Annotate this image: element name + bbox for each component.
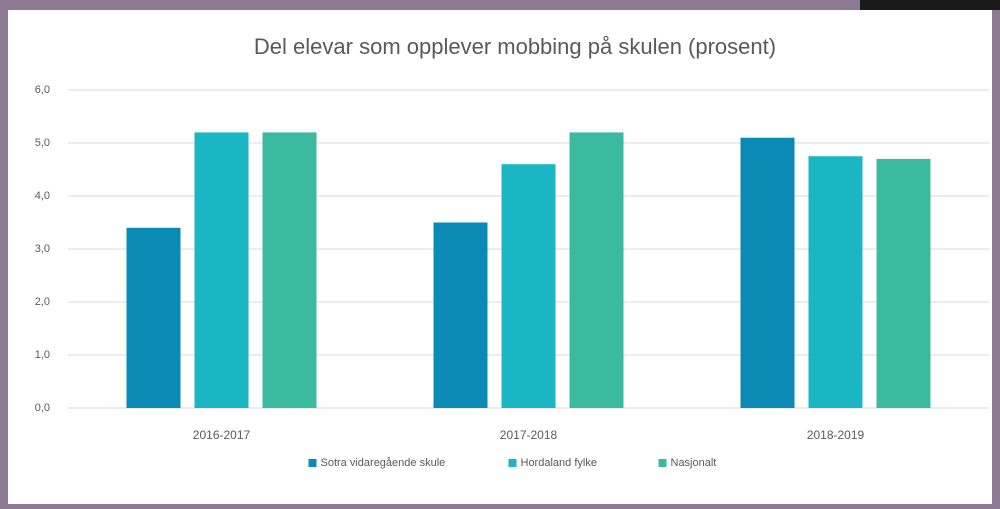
legend-label: Hordaland fylke [521, 457, 597, 469]
y-tick-label: 0,0 [35, 402, 50, 414]
bar [126, 227, 181, 408]
legend-label: Sotra vidaregående skule [321, 457, 446, 469]
x-tick-label: 2018-2019 [807, 428, 865, 442]
chart-title: Del elevar som opplever mobbing på skule… [254, 34, 776, 59]
bar [740, 137, 795, 408]
legend-swatch [308, 459, 317, 467]
legend-label: Nasjonalt [671, 457, 717, 469]
bar [433, 222, 488, 408]
bar [501, 164, 556, 408]
legend-swatch [658, 459, 667, 467]
bar [569, 132, 624, 408]
bar [808, 156, 863, 408]
bar [262, 132, 317, 408]
y-tick-label: 6,0 [35, 84, 50, 96]
bar [194, 132, 249, 408]
legend-swatch [508, 459, 517, 467]
y-tick-label: 3,0 [35, 243, 50, 255]
y-tick-label: 4,0 [35, 190, 50, 202]
x-tick-label: 2016-2017 [193, 428, 251, 442]
corner-image [860, 0, 1000, 10]
x-tick-label: 2017-2018 [500, 428, 558, 442]
y-tick-label: 5,0 [35, 137, 50, 149]
y-tick-label: 1,0 [35, 349, 50, 361]
bar [876, 158, 931, 408]
y-tick-label: 2,0 [35, 296, 50, 308]
